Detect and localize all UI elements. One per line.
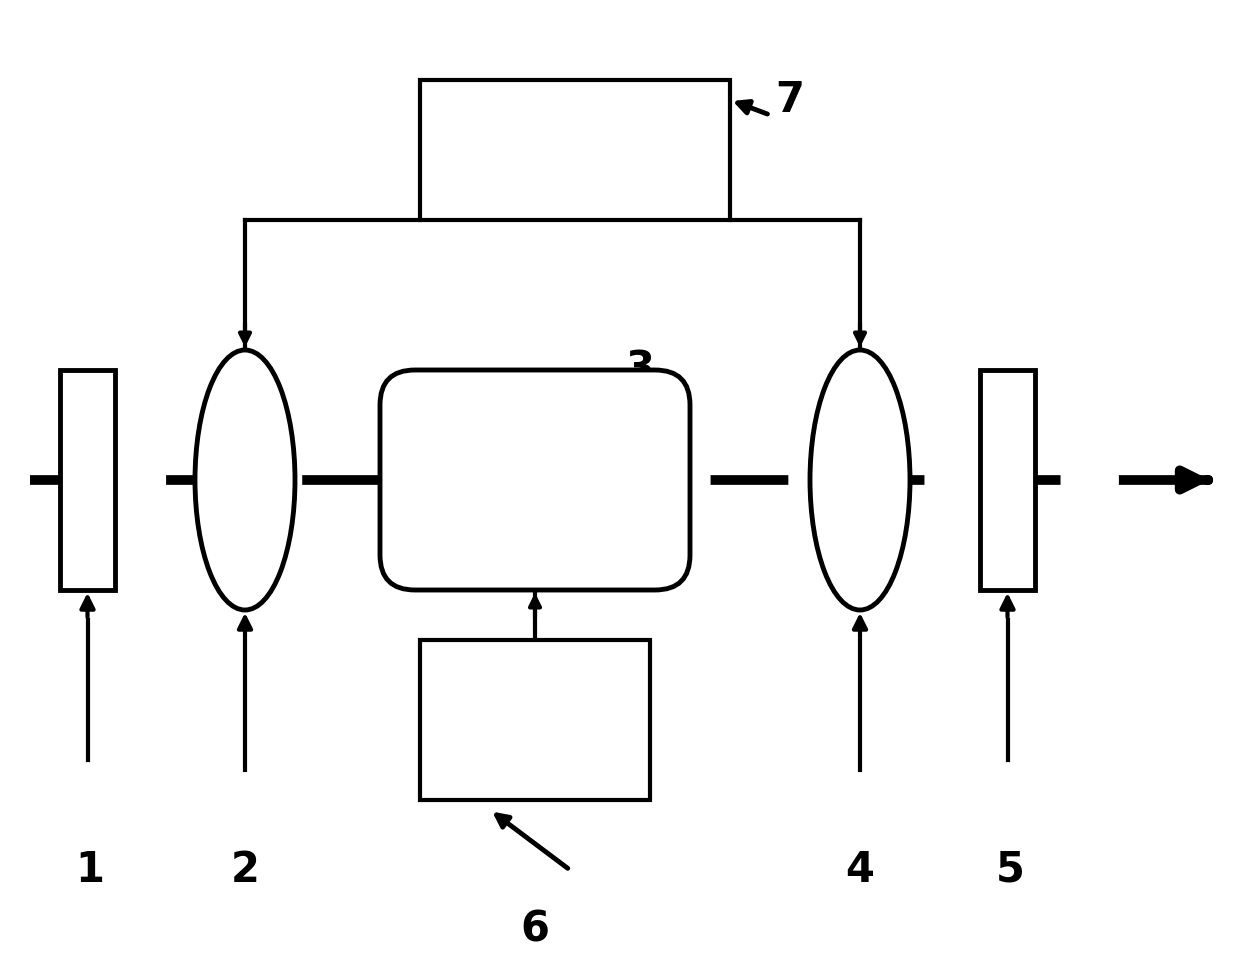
Text: 2: 2 <box>231 849 259 891</box>
Ellipse shape <box>195 350 295 610</box>
Bar <box>980 370 1035 590</box>
Bar <box>420 640 650 800</box>
FancyBboxPatch shape <box>379 370 689 590</box>
Text: 5: 5 <box>996 849 1024 891</box>
Text: 1: 1 <box>76 849 104 891</box>
Text: 6: 6 <box>521 909 549 951</box>
Bar <box>60 370 115 590</box>
Ellipse shape <box>810 350 910 610</box>
Text: 3: 3 <box>625 349 655 391</box>
Bar <box>420 80 730 220</box>
Text: 4: 4 <box>846 849 874 891</box>
Text: 7: 7 <box>775 79 805 121</box>
